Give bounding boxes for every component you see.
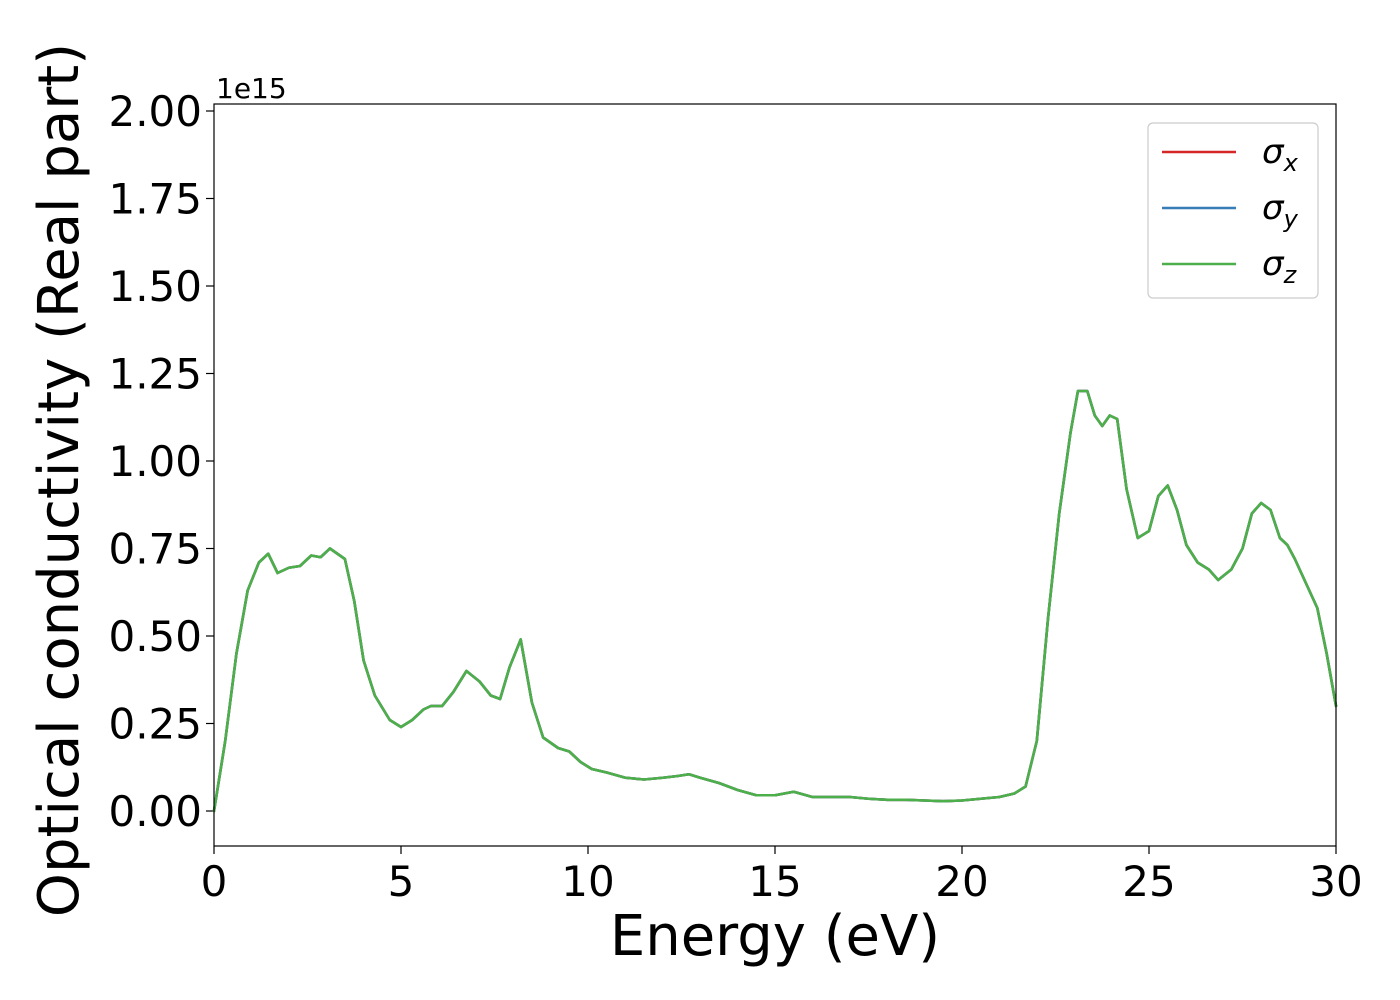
legend-subscript: x	[1283, 149, 1299, 177]
y-axis-offset-label: 1e15	[216, 72, 287, 105]
y-tick-label: 0.75	[108, 525, 202, 574]
y-tick-label: 1.75	[108, 175, 202, 224]
legend-symbol: σ	[1262, 132, 1285, 172]
legend-label: σz	[1262, 244, 1298, 289]
x-tick-label: 15	[748, 857, 801, 906]
legend-symbol: σ	[1262, 188, 1285, 228]
x-tick-label: 0	[201, 857, 228, 906]
x-tick-label: 5	[388, 857, 415, 906]
legend-subscript: y	[1283, 205, 1299, 233]
x-axis-ticks: 0 5 10 15 20 25 30	[201, 846, 1363, 906]
x-axis-label: Energy (eV)	[610, 904, 940, 969]
y-tick-label: 1.50	[108, 262, 202, 311]
y-tick-label: 1.25	[108, 350, 202, 399]
x-tick-label: 10	[561, 857, 614, 906]
y-axis-ticks: 0.00 0.25 0.50 0.75 1.00 1.25 1.50 1.75 2.00	[108, 87, 214, 836]
x-tick-label: 25	[1122, 857, 1175, 906]
series-layer	[212, 389, 1338, 813]
plot-area-frame	[213, 103, 1337, 847]
y-tick-label: 0.00	[108, 787, 202, 836]
x-tick-label: 20	[935, 857, 988, 906]
y-tick-label: 2.00	[108, 87, 202, 136]
y-tick-label: 1.00	[108, 437, 202, 486]
legend-symbol: σ	[1262, 244, 1285, 284]
legend-label: σx	[1262, 132, 1299, 177]
y-tick-label: 0.50	[108, 612, 202, 661]
x-tick-label: 30	[1309, 857, 1362, 906]
series-line-sigma-z	[212, 389, 1338, 813]
y-tick-label: 0.25	[108, 700, 202, 749]
y-axis-label: Optical conductivity (Real part)	[27, 43, 92, 917]
legend-box	[1147, 122, 1319, 299]
legend-label: σy	[1262, 188, 1299, 233]
legend-subscript: z	[1283, 261, 1298, 289]
